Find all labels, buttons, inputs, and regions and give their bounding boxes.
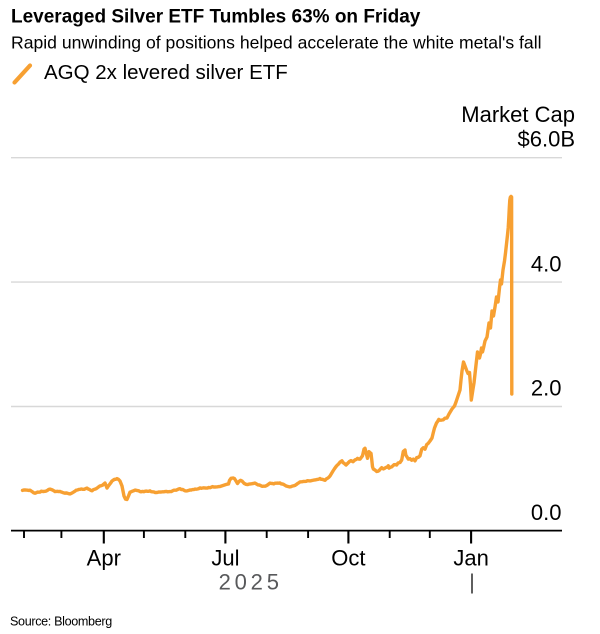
svg-text:Oct: Oct [331, 545, 365, 570]
svg-text:Source: Bloomberg: Source: Bloomberg [10, 614, 112, 628]
svg-text:2.0: 2.0 [531, 375, 562, 400]
svg-text:Market Cap: Market Cap [461, 102, 575, 127]
svg-text:Rapid unwinding of positions h: Rapid unwinding of positions helped acce… [11, 33, 542, 53]
svg-text:4.0: 4.0 [531, 251, 562, 276]
svg-text:Jul: Jul [211, 545, 239, 570]
svg-text:Apr: Apr [87, 545, 121, 570]
svg-text:Leveraged Silver ETF Tumbles 6: Leveraged Silver ETF Tumbles 63% on Frid… [11, 6, 421, 27]
svg-text:0.0: 0.0 [531, 500, 562, 525]
svg-text:Jan: Jan [453, 545, 488, 570]
svg-text:$6.0B: $6.0B [518, 127, 576, 152]
svg-text:2025: 2025 [219, 570, 283, 595]
svg-text:AGQ 2x levered silver ETF: AGQ 2x levered silver ETF [44, 61, 288, 84]
